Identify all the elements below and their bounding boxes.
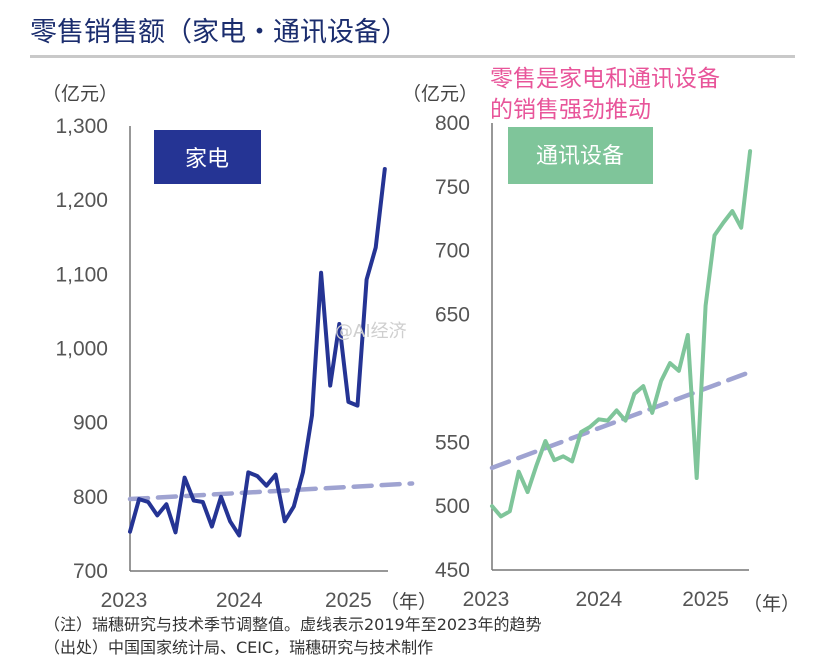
annotation-text: 零售是家电和通讯设备 的销售强劲推动: [490, 64, 720, 126]
y-tick-label: 650: [435, 304, 470, 327]
source-text: （出处）中国国家统计局、CEIC，瑞穗研究与技术制作: [44, 638, 434, 657]
y-tick-label: 900: [73, 412, 108, 435]
chart-title: 零售销售额（家电・通讯设备）: [30, 17, 408, 48]
y-tick-label: 500: [435, 495, 470, 518]
y-tick-label: 1,100: [55, 263, 108, 286]
y-tick-label: 750: [435, 176, 470, 199]
watermark: @AI经济: [335, 321, 407, 342]
trend-line: [489, 369, 753, 471]
annotation-line-2: 的销售强劲推动: [490, 97, 651, 123]
x-axis-label: （年）: [380, 591, 437, 613]
y-axis-label: （亿元）: [402, 83, 478, 105]
trend-line: [127, 481, 415, 502]
x-tick-label: 2024: [216, 589, 263, 612]
series-label: 通讯设备: [536, 144, 624, 169]
series-line: [490, 149, 753, 519]
series-label: 家电: [185, 147, 229, 172]
x-tick-label: 2023: [463, 588, 510, 611]
y-tick-label: 800: [73, 486, 108, 509]
x-tick-label: 2025: [325, 589, 372, 612]
series-line: [128, 167, 387, 538]
x-axis-label: （年）: [743, 593, 800, 615]
y-tick-label: 1,300: [55, 115, 108, 138]
footnotes: （注）瑞穗研究与技术季节调整值。虚线表示2019年至2023年的趋势 （出处）中…: [44, 613, 541, 659]
y-tick-label: 700: [435, 240, 470, 263]
x-tick-label: 2023: [101, 589, 148, 612]
x-tick-label: 2024: [575, 588, 622, 611]
y-tick-label: 450: [435, 559, 470, 582]
y-tick-label: 1,000: [55, 338, 108, 361]
y-tick-label: 700: [73, 560, 108, 583]
note-text: （注）瑞穗研究与技术季节调整值。虚线表示2019年至2023年的趋势: [44, 615, 542, 634]
y-tick-label: 1,200: [55, 189, 108, 212]
y-tick-label: 800: [435, 112, 470, 135]
y-tick-label: 550: [435, 431, 470, 454]
x-tick-label: 2025: [682, 588, 729, 611]
annotation-line-1: 零售是家电和通讯设备: [490, 66, 720, 92]
y-axis-label: （亿元）: [42, 83, 118, 105]
series-label-box: [154, 130, 261, 184]
series-label-box: [508, 127, 653, 184]
title-divider: [30, 55, 795, 58]
